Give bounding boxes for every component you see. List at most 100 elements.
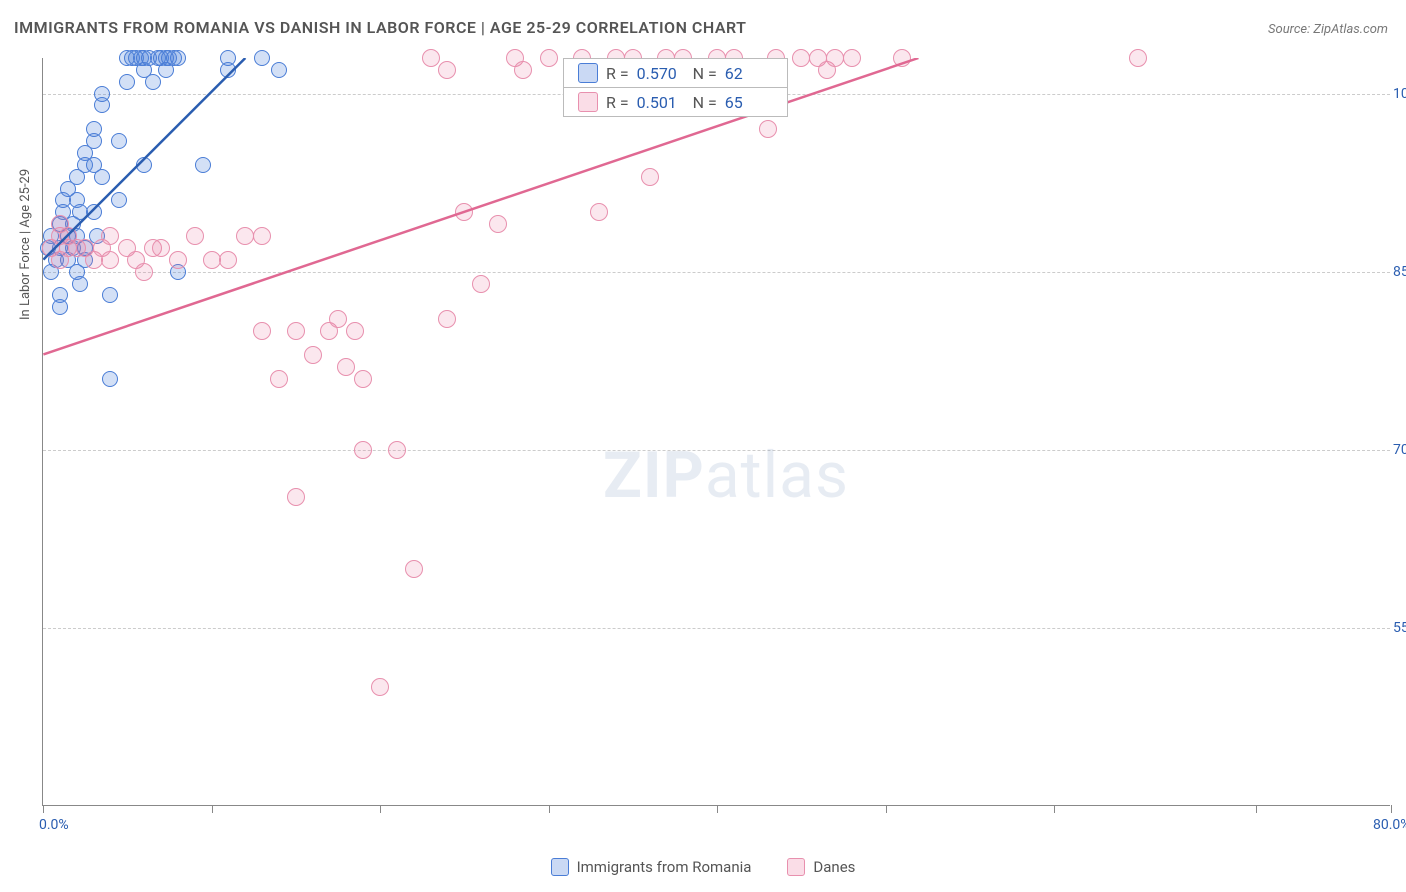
y-axis-label: In Labor Force | Age 25-29: [18, 169, 33, 320]
data-point-romania: [94, 86, 110, 102]
data-point-danes: [287, 488, 305, 506]
y-tick-label: 85.0%: [1393, 264, 1406, 280]
data-point-romania: [195, 157, 211, 173]
x-tick: [1256, 805, 1257, 813]
x-tick: [886, 805, 887, 813]
data-point-danes: [287, 322, 305, 340]
chart-plot-area: ZIPatlas R = 0.570 N = 62R = 0.501 N = 6…: [42, 58, 1390, 806]
data-point-danes: [203, 251, 221, 269]
data-point-romania: [86, 121, 102, 137]
data-point-danes: [337, 358, 355, 376]
legend-label-romania: Immigrants from Romania: [577, 858, 752, 876]
data-point-danes: [253, 227, 271, 245]
data-point-danes: [489, 215, 507, 233]
legend-row-romania: R = 0.570 N = 62: [564, 59, 787, 88]
x-tick: [717, 805, 718, 813]
data-point-danes: [792, 49, 810, 67]
r-label: R =: [606, 64, 629, 83]
r-label: R =: [606, 93, 629, 112]
data-point-romania: [111, 192, 127, 208]
data-point-romania: [94, 169, 110, 185]
data-point-danes: [304, 346, 322, 364]
data-point-danes: [514, 61, 532, 79]
y-tick-label: 55.0%: [1393, 620, 1406, 636]
n-label: N =: [693, 93, 717, 112]
legend-row-danes: R = 0.501 N = 65: [564, 88, 787, 116]
data-point-danes: [388, 441, 406, 459]
data-point-danes: [641, 168, 659, 186]
data-point-danes: [236, 227, 254, 245]
data-point-danes: [438, 61, 456, 79]
data-point-danes: [826, 49, 844, 67]
data-point-danes: [1129, 49, 1147, 67]
chart-title: IMMIGRANTS FROM ROMANIA VS DANISH IN LAB…: [14, 18, 747, 37]
data-point-danes: [843, 49, 861, 67]
n-value-romania: 62: [725, 64, 773, 83]
r-value-danes: 0.501: [637, 93, 685, 112]
data-point-danes: [455, 203, 473, 221]
source-credit: Source: ZipAtlas.com: [1268, 22, 1388, 37]
x-tick: [1054, 805, 1055, 813]
data-point-danes: [371, 678, 389, 696]
data-point-danes: [270, 370, 288, 388]
data-point-romania: [86, 204, 102, 220]
legend-swatch-romania: [578, 63, 598, 83]
data-point-danes: [893, 49, 911, 67]
data-point-romania: [102, 371, 118, 387]
gridline-h: [43, 450, 1390, 451]
data-point-romania: [145, 74, 161, 90]
correlation-legend: R = 0.570 N = 62R = 0.501 N = 65: [563, 58, 788, 117]
x-tick: [43, 805, 44, 813]
data-point-danes: [354, 370, 372, 388]
n-value-danes: 65: [725, 93, 773, 112]
legend-item-romania: Immigrants from Romania: [551, 858, 752, 876]
legend-label-danes: Danes: [813, 858, 855, 876]
data-point-danes: [759, 120, 777, 138]
data-point-danes: [329, 310, 347, 328]
x-tick: [1391, 805, 1392, 813]
x-tick: [549, 805, 550, 813]
data-point-romania: [72, 276, 88, 292]
data-point-romania: [111, 133, 127, 149]
n-label: N =: [693, 64, 717, 83]
r-value-romania: 0.570: [637, 64, 685, 83]
data-point-danes: [186, 227, 204, 245]
y-tick-label: 70.0%: [1393, 442, 1406, 458]
data-point-danes: [422, 49, 440, 67]
data-point-danes: [354, 441, 372, 459]
gridline-h: [43, 628, 1390, 629]
data-point-danes: [438, 310, 456, 328]
gridline-h: [43, 272, 1390, 273]
y-tick-label: 100.0%: [1393, 86, 1406, 102]
x-tick: [212, 805, 213, 813]
data-point-romania: [170, 50, 186, 66]
trend-lines-svg: [43, 58, 1390, 805]
legend-swatch-danes: [787, 858, 805, 876]
x-tick: [380, 805, 381, 813]
data-point-danes: [135, 263, 153, 281]
data-point-danes: [101, 227, 119, 245]
x-tick-label: 0.0%: [39, 817, 69, 833]
data-point-danes: [590, 203, 608, 221]
series-legend: Immigrants from Romania Danes: [0, 858, 1406, 880]
data-point-danes: [219, 251, 237, 269]
x-tick-label: 80.0%: [1373, 817, 1406, 833]
data-point-romania: [220, 50, 236, 66]
data-point-romania: [102, 287, 118, 303]
data-point-romania: [119, 74, 135, 90]
legend-swatch-romania: [551, 858, 569, 876]
data-point-romania: [136, 157, 152, 173]
data-point-danes: [346, 322, 364, 340]
data-point-romania: [52, 299, 68, 315]
data-point-danes: [405, 560, 423, 578]
data-point-danes: [472, 275, 490, 293]
data-point-danes: [540, 49, 558, 67]
data-point-danes: [253, 322, 271, 340]
data-point-romania: [254, 50, 270, 66]
data-point-danes: [152, 239, 170, 257]
legend-swatch-danes: [578, 92, 598, 112]
data-point-danes: [101, 251, 119, 269]
legend-item-danes: Danes: [787, 858, 855, 876]
data-point-romania: [271, 62, 287, 78]
data-point-danes: [169, 251, 187, 269]
